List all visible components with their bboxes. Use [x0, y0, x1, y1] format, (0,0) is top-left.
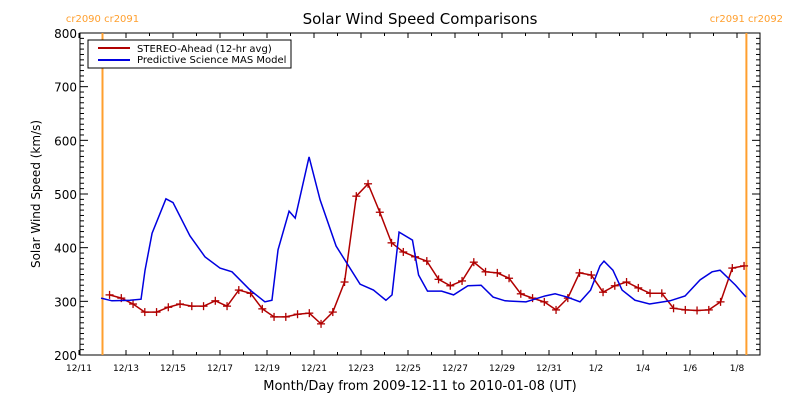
stereo-ahead-point	[728, 264, 737, 273]
stereo-ahead-point	[552, 305, 561, 314]
stereo-ahead-point	[599, 288, 608, 297]
stereo-ahead-point	[681, 305, 690, 314]
x-tick-label: 12/27	[442, 364, 468, 374]
stereo-ahead-point	[528, 294, 537, 303]
carrington-rotation-label: cr2091 cr2092	[710, 14, 783, 25]
x-tick-label: 12/17	[207, 364, 233, 374]
x-tick-label: 1/8	[730, 364, 745, 374]
stereo-ahead-point	[422, 257, 431, 266]
x-tick-label: 1/2	[589, 364, 603, 374]
stereo-ahead-point	[258, 304, 267, 313]
x-tick-label: 12/25	[395, 364, 421, 374]
stereo-ahead-point	[176, 300, 185, 309]
stereo-ahead-point	[469, 258, 478, 267]
stereo-ahead-point	[481, 267, 490, 276]
y-axis-label: Solar Wind Speed (km/s)	[29, 120, 43, 268]
stereo-ahead-point	[281, 312, 290, 321]
y-tick-label: 400	[54, 242, 77, 256]
stereo-ahead-point	[140, 308, 149, 317]
stereo-ahead-point	[328, 308, 337, 317]
stereo-ahead-point	[211, 296, 220, 305]
stereo-ahead-point	[657, 289, 666, 298]
mas-model-line	[100, 156, 747, 305]
stereo-ahead-point	[622, 278, 631, 287]
stereo-ahead-point	[704, 305, 713, 314]
stereo-ahead-point	[375, 208, 384, 217]
x-tick-label: 12/13	[113, 364, 139, 374]
y-tick-label: 300	[54, 295, 77, 309]
stereo-ahead-point	[317, 319, 326, 328]
stereo-ahead-point	[740, 261, 749, 270]
y-tick-label: 200	[54, 349, 77, 363]
stereo-ahead-point	[293, 310, 302, 319]
x-axis-label: Month/Day from 2009-12-11 to 2010-01-08 …	[263, 379, 576, 394]
legend-label-mas-model: Predictive Science MAS Model	[137, 55, 286, 66]
stereo-ahead-point	[540, 297, 549, 306]
stereo-ahead-point	[458, 276, 467, 285]
y-tick-label: 800	[54, 27, 77, 41]
stereo-ahead-point	[387, 238, 396, 247]
stereo-ahead-point	[716, 297, 725, 306]
stereo-ahead-point	[164, 303, 173, 312]
stereo-ahead-point	[234, 286, 243, 295]
x-tick-label: 12/29	[489, 364, 515, 374]
stereo-ahead-point	[305, 309, 314, 318]
series-group	[100, 156, 749, 328]
stereo-ahead-point	[399, 247, 408, 256]
x-tick-label: 12/19	[254, 364, 280, 374]
y-tick-label: 500	[54, 188, 77, 202]
stereo-ahead-point	[352, 192, 361, 201]
stereo-ahead-point	[199, 302, 208, 311]
carrington-markers: cr2090 cr2091 cr2091 cr2092	[66, 14, 783, 355]
y-tick-label: 700	[54, 81, 77, 95]
x-tick-label: 12/31	[536, 364, 562, 374]
x-tick-label: 12/21	[301, 364, 327, 374]
legend-box	[87, 39, 292, 69]
stereo-ahead-point	[446, 281, 455, 290]
axes: 200 300 400 500 600 700 800 12/11 12/13 12/15 12/1…	[54, 27, 761, 374]
stereo-ahead-point	[340, 278, 349, 287]
legend: STEREO-Ahead (12-hr avg) Predictive Scie…	[87, 39, 292, 69]
stereo-ahead-point	[669, 304, 678, 313]
x-tick-label: 1/4	[636, 364, 651, 374]
stereo-ahead-point	[493, 268, 502, 277]
y-tick-label: 600	[54, 134, 77, 148]
stereo-ahead-point	[270, 312, 279, 321]
stereo-ahead-point	[610, 281, 619, 290]
x-tick-label: 1/6	[683, 364, 698, 374]
stereo-ahead-point	[505, 274, 514, 283]
stereo-ahead-point	[634, 283, 643, 292]
stereo-ahead-point	[105, 290, 114, 299]
stereo-ahead-point	[646, 289, 655, 298]
stereo-ahead-point	[434, 275, 443, 284]
stereo-ahead-point	[129, 300, 138, 309]
stereo-ahead-point	[693, 306, 702, 315]
carrington-rotation-label: cr2090 cr2091	[66, 14, 139, 25]
x-tick-label: 12/23	[348, 364, 374, 374]
stereo-ahead-point	[587, 271, 596, 280]
stereo-ahead-point	[364, 179, 373, 188]
legend-label-stereo: STEREO-Ahead (12-hr avg)	[137, 44, 272, 55]
stereo-ahead-point	[223, 302, 232, 311]
stereo-ahead-point	[187, 302, 196, 311]
x-tick-label: 12/11	[66, 364, 92, 374]
stereo-ahead-point	[575, 268, 584, 277]
stereo-ahead-point	[516, 289, 525, 298]
x-tick-label: 12/15	[160, 364, 186, 374]
chart-title: Solar Wind Speed Comparisons	[303, 10, 538, 28]
stereo-ahead-point	[152, 308, 161, 317]
